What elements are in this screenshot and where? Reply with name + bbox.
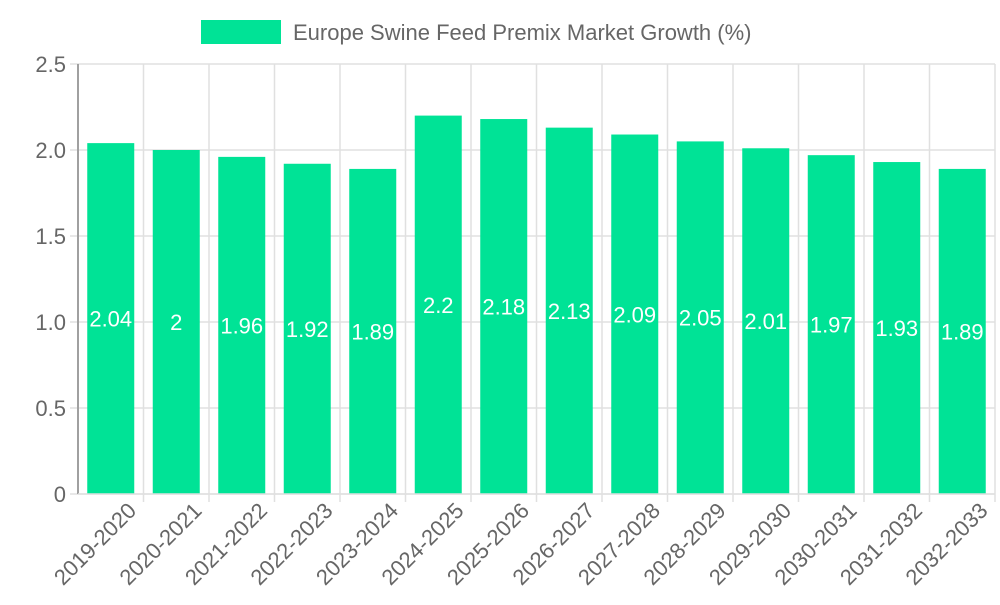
legend[interactable]: Europe Swine Feed Premix Market Growth (… [201, 20, 752, 45]
bar [676, 141, 724, 494]
bar [218, 156, 266, 494]
data-label: 1.89 [351, 319, 394, 344]
data-label: 2.05 [679, 306, 722, 331]
bar [938, 168, 986, 495]
bar [480, 119, 528, 494]
data-label: 2.2 [423, 293, 454, 318]
bar [742, 148, 790, 494]
data-label: 1.97 [810, 313, 853, 338]
grid [70, 63, 996, 502]
bar [873, 162, 921, 495]
data-label: 2.09 [613, 302, 656, 327]
bar [87, 143, 135, 494]
y-tick-label: 0 [54, 482, 66, 507]
y-tick-label: 2.5 [35, 52, 66, 77]
data-label: 1.93 [875, 316, 918, 341]
data-label: 1.89 [941, 319, 984, 344]
data-label: 2.18 [482, 295, 525, 320]
legend-swatch [201, 20, 281, 44]
data-label: 2.01 [744, 309, 787, 334]
bar [807, 155, 855, 494]
data-label: 2 [170, 310, 182, 335]
bar [414, 115, 462, 494]
data-label: 1.92 [286, 317, 329, 342]
data-label: 2.04 [89, 307, 132, 332]
bar [545, 127, 593, 494]
y-tick-label: 1.0 [35, 310, 66, 335]
bar [152, 150, 200, 494]
y-tick-label: 0.5 [35, 396, 66, 421]
bar [349, 168, 397, 495]
y-tick-label: 2.0 [35, 138, 66, 163]
data-label: 1.96 [220, 313, 263, 338]
y-tick-label: 1.5 [35, 224, 66, 249]
bar [611, 134, 659, 494]
bars: 2.04 2 1.96 1.92 1.89 2.2 2.18 2.13 2.09 2.05 2.01… [87, 115, 986, 495]
legend-label: Europe Swine Feed Premix Market Growth (… [293, 20, 752, 45]
data-label: 2.13 [548, 299, 591, 324]
bar [283, 163, 331, 494]
